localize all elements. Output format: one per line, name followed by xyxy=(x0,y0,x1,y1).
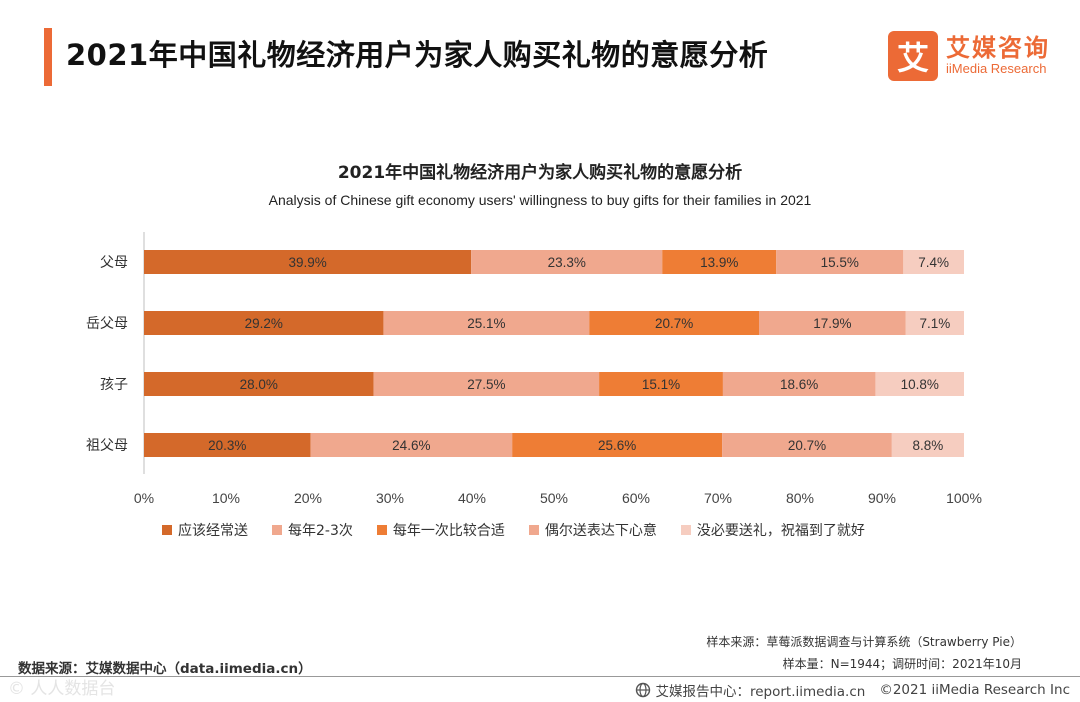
chart-subtitle: Analysis of Chinese gift economy users' … xyxy=(268,192,812,208)
x-tick-label: 70% xyxy=(704,490,732,506)
data-label: 20.7% xyxy=(788,438,826,453)
data-label: 23.3% xyxy=(548,255,586,270)
data-label: 29.2% xyxy=(245,316,283,331)
legend-label: 应该经常送 xyxy=(178,523,248,539)
x-tick-label: 90% xyxy=(868,490,896,506)
bar-segment xyxy=(471,250,663,274)
data-label: 24.6% xyxy=(392,438,430,453)
x-tick-label: 100% xyxy=(946,490,982,506)
data-source-note: 数据来源：艾媒数据中心（data.iimedia.cn） xyxy=(18,661,312,677)
legend-item: 偶尔送表达下心意 xyxy=(528,520,657,540)
data-label: 13.9% xyxy=(700,255,738,270)
copyright-text: ©2021 iiMedia Research Inc xyxy=(879,682,1070,698)
x-tick-label: 40% xyxy=(458,490,486,506)
bar-segment xyxy=(383,311,590,335)
legend-label: 每年一次比较合适 xyxy=(392,523,505,539)
data-label: 15.5% xyxy=(821,255,859,270)
category-label: 岳父母 xyxy=(86,316,128,332)
bar-segment xyxy=(776,250,904,274)
legend-swatch xyxy=(680,525,691,535)
data-label: 20.7% xyxy=(655,316,693,331)
data-label: 27.5% xyxy=(467,377,505,392)
bar-segment xyxy=(144,250,472,274)
logo-name-en: iiMedia Research xyxy=(946,61,1047,76)
chart-legend: 应该经常送 每年2-3次 每年一次比较合适 偶尔送表达下心意 没必要送礼，祝福到了就好 xyxy=(162,520,889,540)
category-label: 祖父母 xyxy=(86,438,128,454)
footer-divider xyxy=(0,676,1080,677)
data-label: 28.0% xyxy=(240,377,278,392)
data-label: 10.8% xyxy=(901,377,939,392)
data-label: 8.8% xyxy=(913,438,944,453)
data-label: 15.1% xyxy=(642,377,680,392)
brand-logo[interactable]: 艾 艾媒咨询 iiMedia Research xyxy=(888,30,1050,82)
page-title: 2021年中国礼物经济用户为家人购买礼物的意愿分析 xyxy=(66,38,769,72)
report-center-link[interactable]: 艾媒报告中心：report.iimedia.cn xyxy=(655,684,866,700)
bar-segment xyxy=(722,433,892,457)
legend-label: 没必要送礼，祝福到了就好 xyxy=(696,523,865,539)
footer: 艾媒报告中心：report.iimedia.cn ©2021 iiMedia R… xyxy=(635,680,1070,700)
bar-segment xyxy=(373,372,600,396)
bar-segment xyxy=(599,372,723,396)
bar-segment xyxy=(310,433,513,457)
x-tick-label: 20% xyxy=(294,490,322,506)
x-tick-label: 80% xyxy=(786,490,814,506)
legend-item: 每年一次比较合适 xyxy=(376,520,505,540)
chart-title: 2021年中国礼物经济用户为家人购买礼物的意愿分析 xyxy=(337,163,743,183)
bar-segment xyxy=(722,372,876,396)
data-label: 17.9% xyxy=(813,316,851,331)
legend-swatch xyxy=(528,525,539,535)
logo-mark-icon: 艾 xyxy=(888,31,938,81)
legend-item: 应该经常送 xyxy=(162,520,248,540)
bar-segment xyxy=(875,372,964,396)
legend-item: 没必要送礼，祝福到了就好 xyxy=(680,520,865,540)
bar-segment xyxy=(144,311,384,335)
x-tick-label: 30% xyxy=(376,490,404,506)
bar-segment xyxy=(759,311,906,335)
legend-swatch xyxy=(162,525,172,535)
watermark: © 人人数据台 xyxy=(8,679,116,699)
sample-source-note: 样本来源：草莓派数据调查与计算系统（Strawberry Pie） xyxy=(706,635,1022,649)
bar-segment xyxy=(144,372,374,396)
legend-label: 每年2-3次 xyxy=(288,523,353,539)
data-label: 7.1% xyxy=(919,316,950,331)
bar-segment xyxy=(662,250,777,274)
data-label: 7.4% xyxy=(918,255,949,270)
bar-segment xyxy=(903,250,964,274)
data-label: 39.9% xyxy=(288,255,326,270)
category-label: 孩子 xyxy=(100,377,128,393)
data-label: 25.1% xyxy=(467,316,505,331)
category-label: 父母 xyxy=(100,255,128,271)
data-label: 25.6% xyxy=(598,438,636,453)
x-tick-label: 60% xyxy=(622,490,650,506)
title-accent-bar xyxy=(44,28,52,86)
sample-size-note: 样本量：N=1944；调研时间：2021年10月 xyxy=(782,657,1022,671)
x-tick-label: 0% xyxy=(134,490,154,506)
data-label: 20.3% xyxy=(208,438,246,453)
bar-segment xyxy=(589,311,759,335)
bar-segment xyxy=(512,433,723,457)
logo-name-cn: 艾媒咨询 xyxy=(946,34,1050,62)
globe-icon xyxy=(636,682,651,698)
legend-item: 每年2-3次 xyxy=(272,520,353,540)
bar-segment xyxy=(905,311,964,335)
x-tick-label: 10% xyxy=(212,490,240,506)
data-label: 18.6% xyxy=(780,377,818,392)
legend-swatch xyxy=(376,525,387,535)
bar-segment xyxy=(891,433,964,457)
x-tick-label: 50% xyxy=(540,490,568,506)
legend-label: 偶尔送表达下心意 xyxy=(544,523,657,539)
legend-swatch xyxy=(272,525,282,535)
bar-segment xyxy=(144,433,311,457)
